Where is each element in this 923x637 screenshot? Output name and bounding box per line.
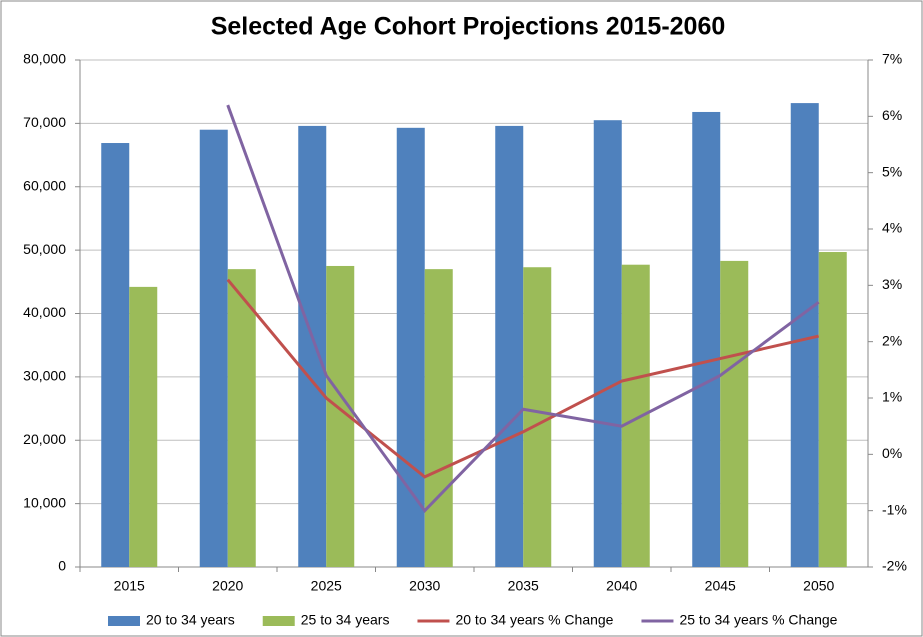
bar (199, 129, 228, 567)
x-tick-label: 2020 (212, 578, 243, 594)
y-tick-label: 80,000 (23, 51, 66, 67)
bar (692, 111, 721, 567)
bar (720, 260, 749, 567)
x-tick-label: 2025 (311, 578, 342, 594)
legend-label: 25 to 34 years % Change (679, 612, 837, 628)
y2-tick-label: 2% (882, 332, 902, 348)
bar (396, 127, 425, 567)
bar (523, 267, 552, 567)
x-tick-label: 2050 (803, 578, 834, 594)
y2-tick-label: 6% (882, 107, 902, 123)
x-tick-label: 2030 (409, 578, 440, 594)
bar (101, 143, 130, 568)
bar (495, 125, 524, 567)
y-tick-label: 20,000 (23, 431, 66, 447)
bar (621, 264, 650, 567)
y-tick-label: 0 (58, 558, 66, 574)
bar (424, 269, 453, 567)
y2-tick-label: 1% (882, 389, 902, 405)
chart-title: Selected Age Cohort Projections 2015-206… (211, 13, 726, 41)
x-tick-label: 2045 (705, 578, 736, 594)
bar (298, 125, 327, 567)
bar (790, 103, 819, 567)
y-tick-label: 40,000 (23, 304, 66, 320)
x-tick-label: 2035 (508, 578, 539, 594)
bar (129, 286, 158, 567)
y2-tick-label: 0% (882, 445, 902, 461)
y2-tick-label: 7% (882, 51, 902, 67)
y2-tick-label: -2% (882, 558, 907, 574)
bar (818, 252, 847, 567)
y2-tick-label: -1% (882, 501, 907, 517)
legend-label: 20 to 34 years % Change (455, 612, 613, 628)
y-tick-label: 70,000 (23, 114, 66, 130)
y2-tick-label: 5% (882, 163, 902, 179)
bar (593, 120, 622, 568)
y-tick-label: 10,000 (23, 494, 66, 510)
y2-tick-label: 3% (882, 276, 902, 292)
y2-tick-label: 4% (882, 220, 902, 236)
legend-label: 25 to 34 years (301, 612, 390, 628)
line-series (226, 104, 820, 513)
legend-swatch (108, 616, 140, 626)
legend-swatch (262, 616, 295, 626)
x-tick-label: 2040 (606, 578, 637, 594)
x-tick-label: 2015 (114, 578, 145, 594)
y-tick-label: 50,000 (23, 241, 66, 257)
y-tick-label: 30,000 (23, 368, 66, 384)
bar (227, 269, 256, 567)
line-series (226, 278, 820, 479)
legend-label: 20 to 34 years (146, 612, 235, 628)
y-tick-label: 60,000 (23, 177, 66, 193)
